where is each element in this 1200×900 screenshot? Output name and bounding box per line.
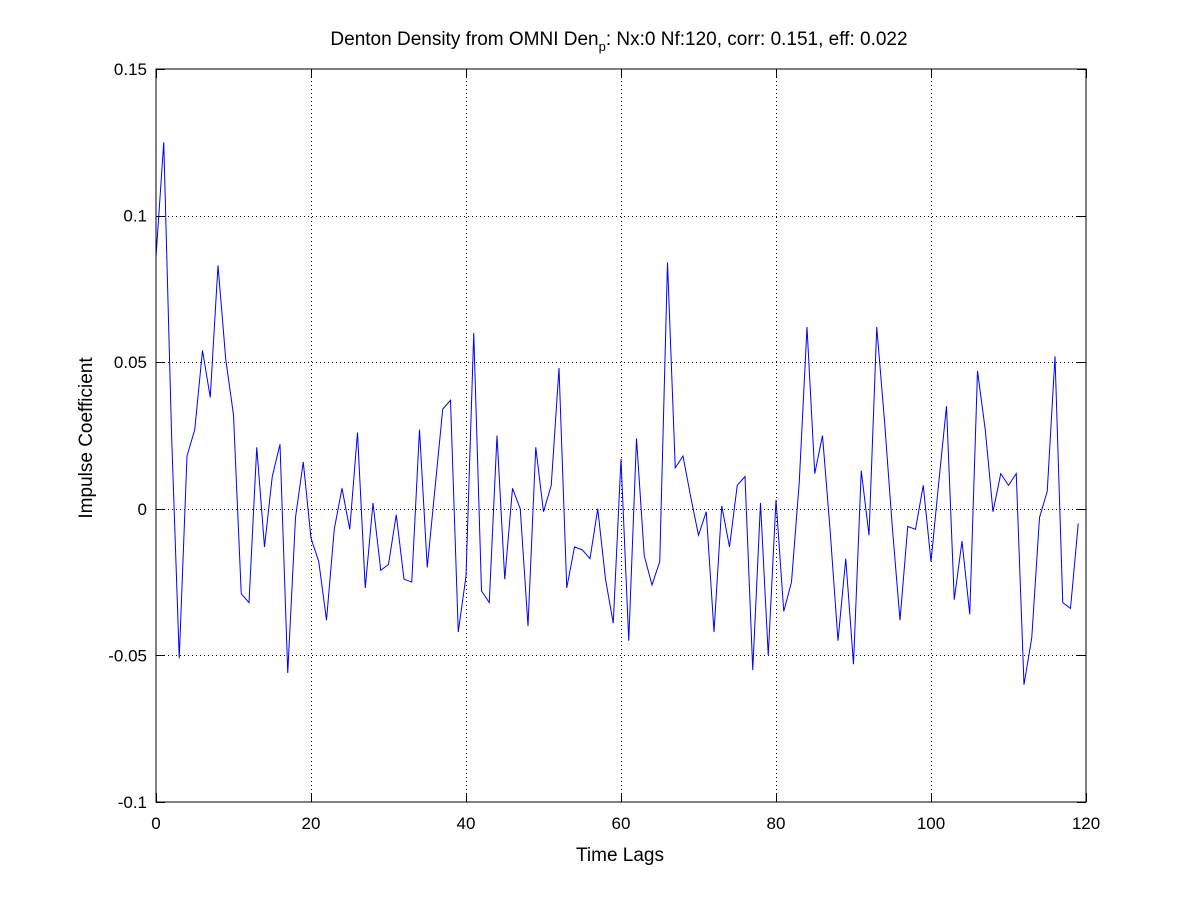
x-tick-label: 0 — [151, 814, 160, 833]
chart-title: Denton Density from OMNI Denp: Nx:0 Nf:1… — [330, 29, 907, 54]
data-series — [155, 142, 1079, 685]
x-tick-label: 80 — [767, 814, 786, 833]
chart-title-subscript: p — [599, 39, 606, 54]
grid-lines — [156, 69, 1086, 802]
y-tick-label: 0 — [138, 500, 147, 519]
y-tick-label: 0.1 — [123, 207, 147, 226]
x-tick-label: 40 — [457, 814, 476, 833]
x-axis-title: Time Lags — [576, 845, 664, 866]
axis-ticks — [156, 69, 1087, 803]
x-tick-label: 100 — [917, 814, 945, 833]
chart-title-suffix: : Nx:0 Nf:120, corr: 0.151, eff: 0.022 — [606, 29, 908, 50]
y-tick-label: -0.05 — [108, 646, 147, 665]
x-tick-label: 120 — [1072, 814, 1100, 833]
x-tick-labels: 0 20 40 60 80 100 120 — [151, 814, 1100, 833]
x-tick-label: 20 — [302, 814, 321, 833]
y-tick-label: -0.1 — [118, 793, 147, 812]
x-tick-label: 60 — [612, 814, 631, 833]
chart-title-main: Denton Density from OMNI Den — [330, 29, 598, 50]
y-tick-label: 0.15 — [114, 60, 147, 79]
plot-frame — [155, 68, 1087, 803]
y-tick-labels: -0.1 -0.05 0 0.05 0.1 0.15 — [108, 60, 147, 812]
y-axis-title: Impulse Coefficient — [76, 357, 97, 519]
series-line — [155, 142, 1079, 685]
y-tick-label: 0.05 — [114, 353, 147, 372]
